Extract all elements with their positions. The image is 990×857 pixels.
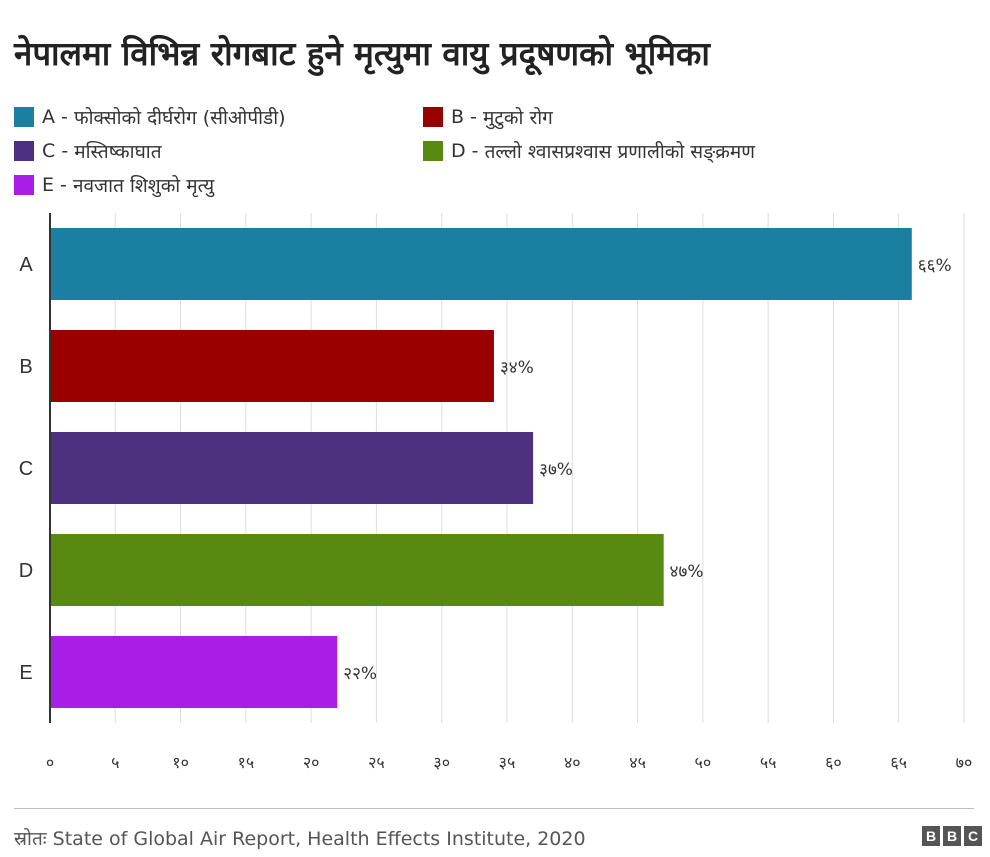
legend-label-e: नवजात शिशुको मृत्यु: [72, 175, 215, 197]
bbc-logo-block: B: [943, 826, 961, 846]
legend-swatch-a: [14, 107, 34, 127]
legend-label-d: तल्लो श्वासप्रश्वास प्रणालीको सङ्क्रमण: [484, 141, 755, 163]
bar-chart: ० ५ १० १५ २० २५ ३० ३५ ४० ४५ ५० ५५ ६० ६५ ७० A ६६% B ३४% C ३७%…: [19, 213, 973, 772]
legend-key-c: C: [42, 140, 56, 162]
data-label: ३४%: [500, 358, 534, 378]
bar-a: [50, 228, 912, 300]
bbc-logo-block: B: [922, 826, 940, 846]
source-note: स्रोतः State of Global Air Report, Healt…: [14, 828, 586, 850]
legend-swatch-e: [14, 175, 34, 195]
chart-title: नेपालमा विभिन्न रोगबाट हुने मृत्युमा वाय…: [14, 34, 710, 73]
legend-swatch-c: [14, 141, 34, 161]
category-label: D: [19, 560, 33, 582]
x-tick-label: ४०: [564, 753, 581, 772]
legend-key-e: E: [42, 174, 55, 196]
bbc-logo-block: C: [964, 826, 982, 846]
legend-label-c: मस्तिष्काघात: [74, 141, 162, 163]
footer-divider: [14, 808, 974, 809]
legend: A - फोक्सोको दीर्घरोग (सीओपीडी) B - मुटु…: [14, 104, 974, 204]
category-label: E: [19, 662, 32, 684]
data-label: ३७%: [539, 460, 573, 480]
legend-key-d: D: [451, 140, 466, 162]
x-tick-label: ५: [111, 753, 119, 772]
bar-c: [50, 432, 534, 504]
x-tick-label: ५५: [760, 753, 777, 772]
legend-item-c: C - मस्तिष्काघात: [14, 138, 162, 164]
bbc-logo: B B C: [922, 826, 982, 846]
x-tick-label: २०: [303, 753, 320, 772]
data-label: ६६%: [918, 256, 952, 276]
legend-key-a: A: [42, 106, 55, 128]
category-label: C: [19, 458, 33, 480]
x-tick-label: ३०: [433, 753, 450, 772]
x-tick-label: ७०: [956, 753, 973, 772]
bar-d: [50, 534, 664, 606]
x-tick-label: १०: [172, 753, 189, 772]
legend-item-b: B - मुटुको रोग: [423, 104, 553, 130]
x-tick-label: ४५: [629, 753, 646, 772]
data-label: ४७%: [670, 562, 704, 582]
category-label: B: [19, 356, 32, 378]
x-tick-label: १५: [238, 753, 255, 772]
legend-item-e: E - नवजात शिशुको मृत्यु: [14, 172, 214, 198]
legend-item-d: D - तल्लो श्वासप्रश्वास प्रणालीको सङ्क्र…: [423, 138, 755, 164]
x-tick-label: ५०: [695, 753, 712, 772]
category-label: A: [19, 254, 33, 276]
x-tick-label: ०: [46, 753, 54, 772]
legend-label-b: मुटुको रोग: [482, 107, 553, 129]
x-tick-label: २५: [368, 753, 385, 772]
legend-swatch-b: [423, 107, 443, 127]
data-label: २२%: [343, 664, 377, 684]
legend-swatch-d: [423, 141, 443, 161]
legend-key-b: B: [451, 106, 465, 128]
x-tick-label: ६५: [890, 753, 907, 772]
legend-item-a: A - फोक्सोको दीर्घरोग (सीओपीडी): [14, 104, 286, 130]
legend-label-a: फोक्सोको दीर्घरोग (सीओपीडी): [73, 107, 286, 129]
bar-e: [50, 636, 338, 708]
x-tick-label: ३५: [499, 753, 516, 772]
bar-b: [50, 330, 494, 402]
x-tick-label: ६०: [825, 753, 842, 772]
